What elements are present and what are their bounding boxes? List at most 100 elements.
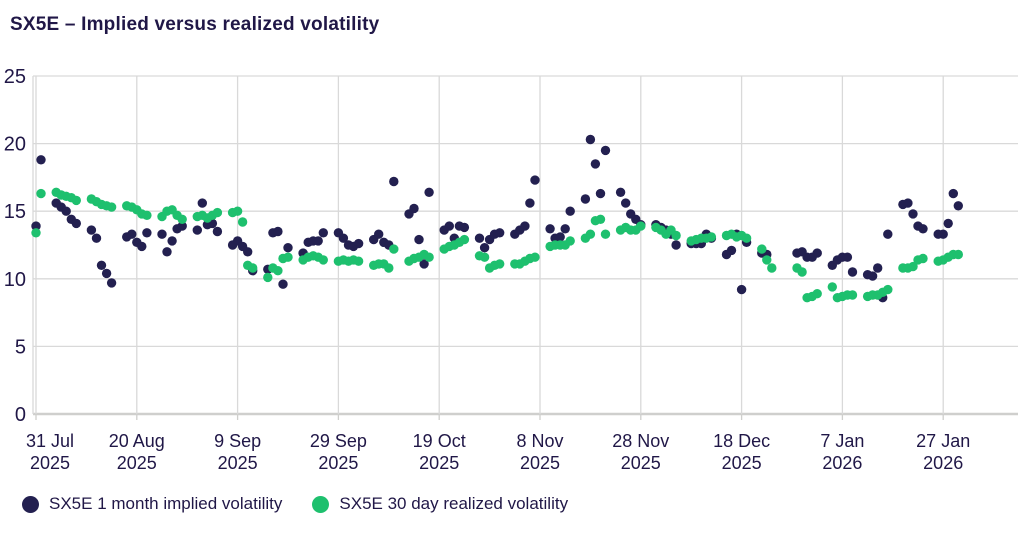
x-axis-tick-label-year: 2025 [318,453,358,473]
data-point-realized [232,206,243,216]
data-point-implied [167,236,177,246]
legend-item-realized: SX5E 30 day realized volatility [312,494,568,514]
data-point-implied [338,233,349,243]
y-axis-tick-label: 15 [4,201,26,223]
data-point-realized [741,233,752,243]
data-point-realized [706,232,717,242]
y-axis-tick-label: 0 [15,404,26,426]
x-axis-tick-label: 31 Jul [26,431,74,451]
data-point-implied [106,278,117,288]
data-point-implied [883,229,893,239]
implied-series-dot-icon [22,495,39,513]
x-axis-tick-label: 18 Dec [713,431,770,451]
data-point-realized [585,229,596,239]
data-point-implied [495,228,505,238]
data-point-implied [459,222,470,233]
data-point-realized [106,202,117,212]
data-point-implied [842,252,853,262]
data-point-implied [96,260,107,270]
x-axis-tick-label: 9 Sep [214,431,261,451]
data-point-realized [237,217,248,227]
data-point-implied [726,245,737,256]
data-point-realized [767,263,777,273]
data-point-realized [908,261,918,272]
data-point-realized [671,230,681,241]
data-point-implied [520,221,530,231]
data-point-implied [313,236,323,246]
x-axis-tick-label: 7 Jan [820,431,864,451]
x-axis-tick-label: 29 Sep [310,431,367,451]
data-point-realized [263,272,273,283]
data-point-realized [31,228,41,238]
x-axis-tick-label-year: 2025 [621,453,661,473]
data-point-implied [555,232,565,242]
data-point-realized [177,214,187,224]
data-point-realized [36,188,46,199]
data-point-implied [86,225,97,235]
x-axis-tick-label-year: 2025 [117,453,157,473]
data-point-implied [474,233,485,243]
data-point-realized [318,255,328,265]
data-point-implied [545,224,555,234]
data-point-implied [283,243,293,253]
chart-title: SX5E – Implied versus realized volatilit… [10,14,380,35]
data-point-realized [918,253,928,264]
y-axis-tick-label: 20 [4,134,26,156]
data-point-implied [273,226,283,237]
data-point-realized [530,252,540,262]
data-point-implied [318,228,328,238]
x-axis-tick-label-year: 2025 [520,453,560,473]
data-point-implied [525,198,535,208]
data-point-implied [948,188,958,199]
data-point-implied [192,225,202,235]
data-point-implied [127,229,137,239]
data-point-implied [101,268,112,279]
x-axis-tick-label: 20 Aug [109,431,165,451]
x-axis-tick-label-year: 2026 [822,453,862,473]
data-point-realized [883,284,893,295]
data-point-implied [908,209,918,219]
data-point-implied [867,271,878,281]
x-axis-tick-label: 19 Oct [413,431,466,451]
data-point-implied [943,218,953,229]
data-point-implied [560,224,570,234]
data-point-implied [903,198,913,208]
x-axis-tick-label: 8 Nov [516,431,563,451]
data-point-realized [757,244,767,254]
data-point-implied [812,248,822,258]
data-point-implied [530,175,540,185]
data-point-implied [212,226,223,237]
data-point-implied [137,241,147,252]
y-axis-tick-label: 25 [4,66,26,88]
data-point-implied [736,284,747,295]
data-point-implied [580,194,591,204]
data-point-realized [600,229,611,239]
chart-legend: SX5E 1 month implied volatility SX5E 30 … [22,494,568,514]
data-point-realized [353,256,364,266]
data-point-realized [812,289,822,299]
data-point-realized [827,282,837,292]
data-point-implied [479,243,490,253]
data-point-implied [353,238,364,249]
data-point-realized [273,266,283,276]
data-point-realized [71,195,82,206]
data-point-implied [36,155,46,165]
data-point-implied [197,198,207,208]
data-point-implied [590,159,601,169]
data-point-realized [212,207,223,218]
data-point-implied [615,187,626,197]
data-point-realized [797,267,807,277]
data-point-realized [953,249,963,260]
data-point-realized [762,255,772,265]
realized-series-dot-icon [312,495,330,513]
data-point-implied [938,229,948,239]
data-point-implied [424,187,434,197]
data-point-implied [565,206,575,216]
data-point-realized [565,236,575,246]
data-point-implied [409,203,419,214]
data-point-implied [419,259,429,269]
data-point-implied [595,188,606,199]
legend-item-implied: SX5E 1 month implied volatility [22,494,282,514]
